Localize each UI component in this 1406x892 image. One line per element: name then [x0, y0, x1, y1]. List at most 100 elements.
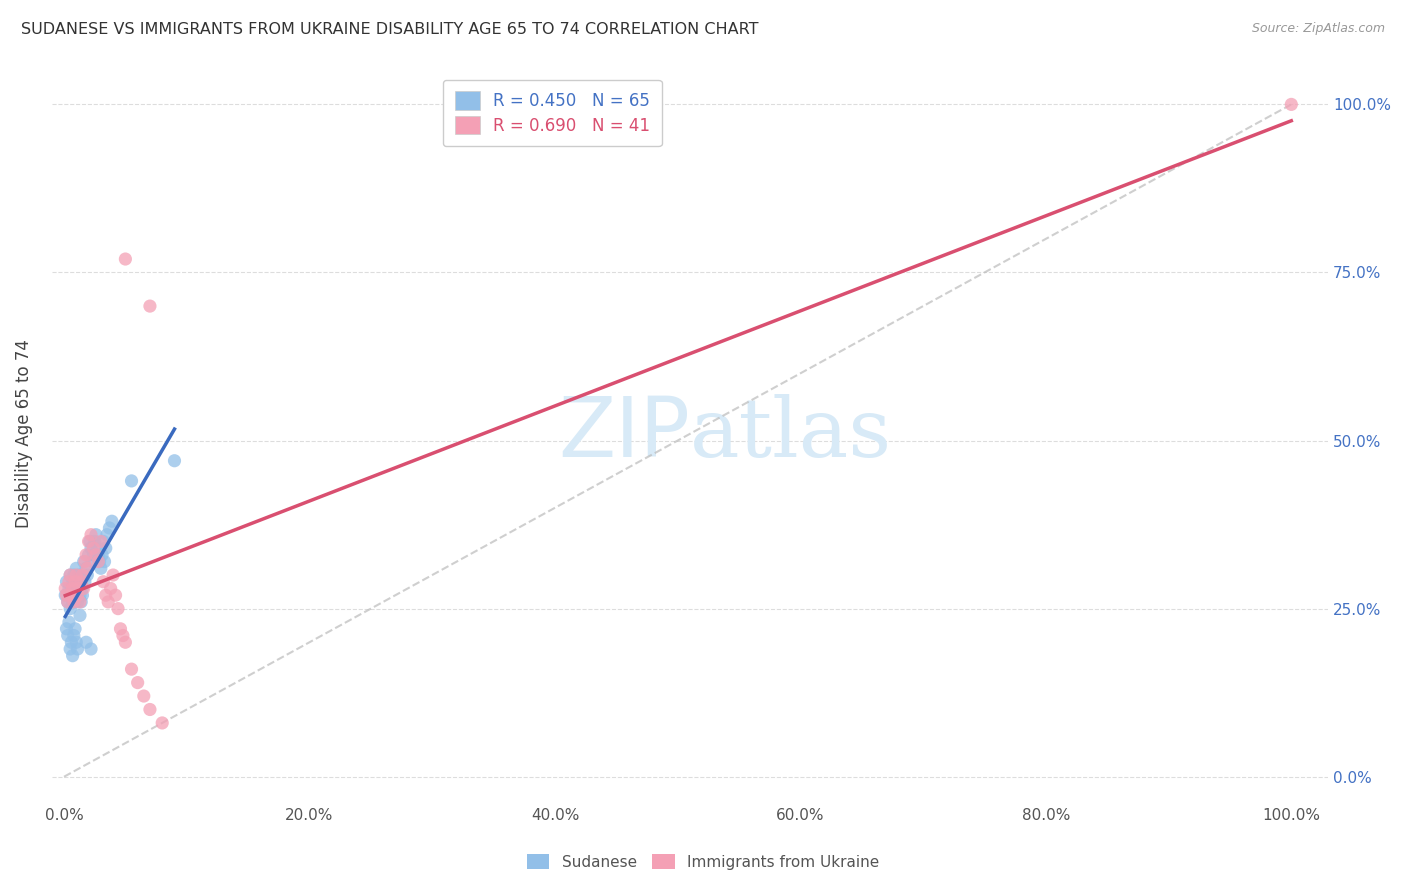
Point	[114, 635, 136, 649]
Point	[114, 252, 136, 266]
Point	[70, 574, 93, 589]
Point	[75, 635, 97, 649]
Point	[77, 534, 100, 549]
Point	[63, 595, 86, 609]
Point	[80, 642, 103, 657]
Point	[89, 555, 111, 569]
Point	[59, 642, 82, 657]
Point	[91, 574, 114, 589]
Point	[65, 574, 87, 589]
Point	[55, 622, 77, 636]
Point	[65, 588, 87, 602]
Point	[82, 555, 104, 569]
Point	[62, 595, 84, 609]
Point	[82, 541, 104, 556]
Point	[82, 548, 104, 562]
Point	[75, 548, 97, 562]
Point	[76, 561, 98, 575]
Point	[62, 574, 84, 589]
Legend: R = 0.450   N = 65, R = 0.690   N = 41: R = 0.450 N = 65, R = 0.690 N = 41	[443, 79, 662, 146]
Legend: Sudanese, Immigrants from Ukraine: Sudanese, Immigrants from Ukraine	[519, 846, 887, 877]
Point	[66, 595, 89, 609]
Point	[98, 521, 121, 535]
Point	[94, 588, 117, 602]
Point	[69, 582, 91, 596]
Point	[84, 527, 107, 541]
Point	[63, 568, 86, 582]
Point	[163, 454, 186, 468]
Point	[84, 548, 107, 562]
Point	[90, 561, 112, 575]
Point	[76, 568, 98, 582]
Point	[67, 582, 90, 596]
Point	[69, 588, 91, 602]
Point	[70, 574, 93, 589]
Point	[101, 568, 124, 582]
Point	[97, 595, 120, 609]
Point	[80, 527, 103, 541]
Point	[59, 601, 82, 615]
Point	[121, 474, 143, 488]
Point	[121, 662, 143, 676]
Point	[63, 628, 86, 642]
Point	[72, 588, 94, 602]
Point	[59, 568, 82, 582]
Point	[56, 595, 79, 609]
Point	[87, 548, 110, 562]
Point	[65, 635, 87, 649]
Point	[66, 642, 89, 657]
Point	[72, 568, 94, 582]
Point	[63, 622, 86, 636]
Point	[132, 689, 155, 703]
Point	[73, 555, 96, 569]
Point	[94, 541, 117, 556]
Point	[96, 527, 118, 541]
Point	[69, 608, 91, 623]
Point	[55, 588, 77, 602]
Point	[77, 548, 100, 562]
Point	[1279, 97, 1302, 112]
Point	[67, 568, 90, 582]
Point	[111, 628, 134, 642]
Point	[63, 588, 86, 602]
Point	[73, 582, 96, 596]
Point	[73, 555, 96, 569]
Point	[75, 561, 97, 575]
Point	[79, 534, 101, 549]
Point	[53, 588, 76, 602]
Point	[73, 568, 96, 582]
Point	[72, 582, 94, 596]
Point	[67, 574, 90, 589]
Point	[69, 595, 91, 609]
Point	[56, 595, 79, 609]
Point	[86, 541, 108, 556]
Point	[63, 595, 86, 609]
Point	[101, 514, 124, 528]
Point	[58, 574, 80, 589]
Point	[62, 648, 84, 663]
Point	[100, 582, 122, 596]
Point	[58, 615, 80, 629]
Point	[65, 561, 87, 575]
Point	[87, 555, 110, 569]
Point	[62, 582, 84, 596]
Point	[58, 582, 80, 596]
Point	[63, 582, 86, 596]
Point	[127, 675, 149, 690]
Point	[60, 582, 83, 596]
Point	[91, 548, 114, 562]
Point	[83, 534, 105, 549]
Point	[139, 702, 162, 716]
Point	[66, 582, 89, 596]
Point	[63, 574, 86, 589]
Text: SUDANESE VS IMMIGRANTS FROM UKRAINE DISABILITY AGE 65 TO 74 CORRELATION CHART: SUDANESE VS IMMIGRANTS FROM UKRAINE DISA…	[21, 22, 759, 37]
Point	[110, 622, 132, 636]
Point	[70, 595, 93, 609]
Point	[107, 601, 129, 615]
Point	[73, 574, 96, 589]
Point	[91, 534, 114, 549]
Point	[60, 588, 83, 602]
Point	[60, 635, 83, 649]
Point	[55, 574, 77, 589]
Text: ZIP: ZIP	[558, 393, 690, 475]
